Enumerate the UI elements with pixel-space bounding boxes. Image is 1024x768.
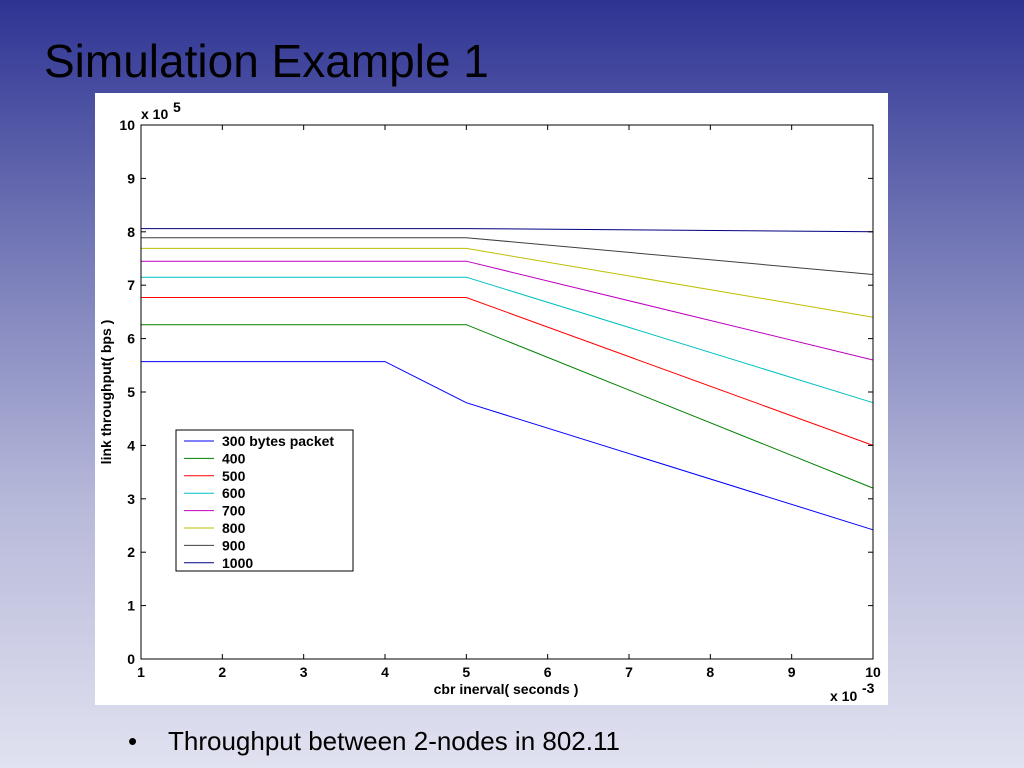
series-line-4 xyxy=(141,260,874,361)
legend-label-1: 400 xyxy=(222,450,246,466)
legend-label-7: 1000 xyxy=(222,555,253,571)
y-tick-label: 0 xyxy=(127,651,135,667)
legend-label-0: 300 bytes packet xyxy=(222,433,334,449)
y-tick-label: 8 xyxy=(127,224,135,240)
x-tick-label: 8 xyxy=(706,664,714,680)
y-tick-label: 10 xyxy=(119,117,135,133)
bullet-point: • Throughput between 2-nodes in 802.11 xyxy=(128,726,620,757)
y-tick-label: 6 xyxy=(127,331,135,347)
series-line-5 xyxy=(141,247,874,318)
x-tick-label: 7 xyxy=(625,664,633,680)
y-multiplier-base: x 10 xyxy=(141,106,168,122)
x-tick-label: 5 xyxy=(462,664,470,680)
y-tick-label: 1 xyxy=(127,598,135,614)
x-tick-label: 6 xyxy=(544,664,552,680)
series-line-3 xyxy=(141,276,874,404)
x-tick-label: 1 xyxy=(137,664,145,680)
legend-label-5: 800 xyxy=(222,520,246,536)
x-multiplier-exponent: -3 xyxy=(862,680,875,696)
x-tick-label: 2 xyxy=(218,664,226,680)
legend-box xyxy=(175,429,354,572)
slide-title: Simulation Example 1 xyxy=(44,35,489,87)
x-axis-label: cbr inerval( seconds ) xyxy=(434,681,579,697)
y-axis-label: link throughput( bps ) xyxy=(98,320,114,465)
y-tick-label: 3 xyxy=(127,491,135,507)
series-line-7 xyxy=(141,228,874,233)
legend-label-4: 700 xyxy=(222,503,246,519)
bullet-marker: • xyxy=(128,726,138,756)
chart-panel: 1 2 3 4 5 6 7 8 9 10 0 1 2 3 4 5 6 7 8 9 10 x 10 5 x 10 -3 … xyxy=(95,93,888,705)
x-tick-label: 9 xyxy=(788,664,796,680)
legend-label-2: 500 xyxy=(222,468,246,484)
y-tick-label: 5 xyxy=(127,384,135,400)
y-tick-label: 2 xyxy=(127,544,135,560)
plot-frame xyxy=(140,124,874,660)
series-line-0 xyxy=(141,361,874,531)
y-axis-ticks: 0 1 2 3 4 5 6 7 8 9 10 xyxy=(119,117,873,667)
x-multiplier-base: x 10 xyxy=(830,688,857,704)
series-line-2 xyxy=(141,297,874,446)
legend-label-6: 900 xyxy=(222,537,246,553)
series-line-6 xyxy=(141,237,874,275)
series-line-1 xyxy=(141,324,874,489)
series-layer xyxy=(141,228,874,531)
y-tick-label: 9 xyxy=(127,170,135,186)
legend-label-3: 600 xyxy=(222,485,246,501)
x-tick-label: 3 xyxy=(300,664,308,680)
y-tick-label: 4 xyxy=(127,437,135,453)
x-tick-label: 10 xyxy=(865,664,881,680)
x-axis-ticks: 1 2 3 4 5 6 7 8 9 10 xyxy=(137,125,881,680)
y-tick-label: 7 xyxy=(127,277,135,293)
y-multiplier-exponent: 5 xyxy=(173,99,181,115)
bullet-text: Throughput between 2-nodes in 802.11 xyxy=(168,726,620,756)
x-tick-label: 4 xyxy=(381,664,389,680)
